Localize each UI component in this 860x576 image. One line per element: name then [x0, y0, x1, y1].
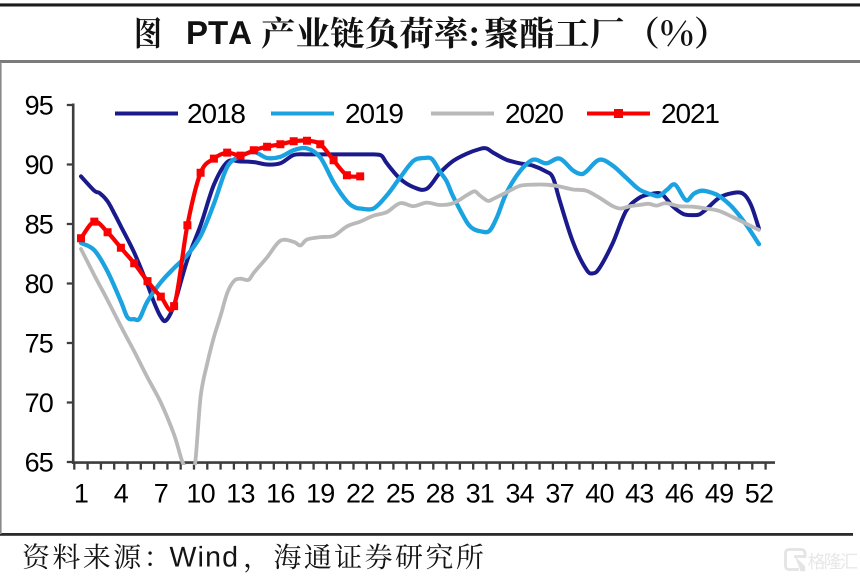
svg-text:13: 13 [226, 479, 254, 509]
svg-text:85: 85 [25, 210, 53, 240]
svg-text:2018: 2018 [187, 98, 245, 129]
svg-text:95: 95 [25, 91, 53, 121]
svg-text:43: 43 [625, 479, 653, 509]
svg-text:31: 31 [466, 479, 494, 509]
svg-text:46: 46 [665, 479, 693, 509]
svg-text:2020: 2020 [505, 98, 563, 129]
svg-text:49: 49 [705, 479, 733, 509]
svg-text:2021: 2021 [661, 98, 719, 129]
svg-text:22: 22 [346, 479, 374, 509]
svg-text:37: 37 [545, 479, 573, 509]
svg-text:1: 1 [74, 479, 88, 509]
svg-text:7: 7 [154, 479, 168, 509]
svg-text:25: 25 [386, 479, 414, 509]
svg-text:4: 4 [114, 479, 129, 509]
svg-text:52: 52 [745, 479, 773, 509]
svg-text:16: 16 [266, 479, 294, 509]
svg-text:2019: 2019 [345, 98, 403, 129]
svg-text:80: 80 [25, 269, 53, 299]
svg-text:10: 10 [186, 479, 214, 509]
svg-text:40: 40 [585, 479, 613, 509]
svg-text:28: 28 [426, 479, 454, 509]
svg-text:65: 65 [25, 448, 53, 478]
svg-text:90: 90 [25, 150, 53, 180]
svg-text:19: 19 [306, 479, 334, 509]
svg-text:70: 70 [25, 388, 53, 418]
svg-text:34: 34 [505, 479, 534, 509]
svg-text:75: 75 [25, 329, 53, 359]
